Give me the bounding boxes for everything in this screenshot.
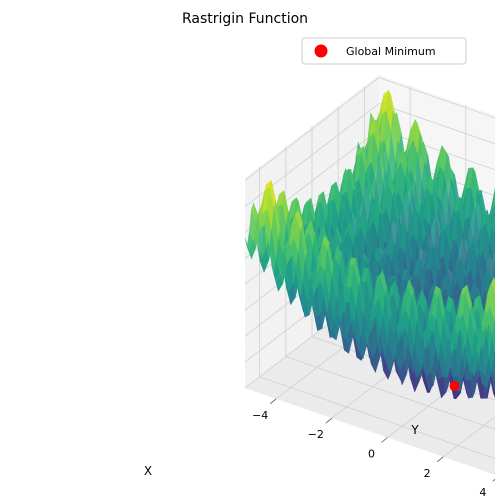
grid-line-y	[259, 376, 495, 459]
surface-cell	[431, 324, 439, 357]
surface-cell	[316, 270, 323, 287]
grid-line-z	[244, 77, 380, 181]
grid-line-z	[378, 103, 495, 145]
x-tick-mark	[492, 478, 495, 482]
surface-cell	[470, 243, 478, 286]
surface-cell	[457, 259, 465, 298]
grid-line-y	[285, 356, 495, 430]
surface-cell	[347, 293, 355, 324]
surface-cell	[358, 152, 366, 200]
surface-cell	[289, 244, 297, 268]
surface-cell	[386, 90, 394, 131]
legend-marker-global-minimum	[314, 44, 328, 58]
surface-cell	[443, 230, 451, 279]
surface-cell	[346, 169, 354, 212]
surface-cell	[412, 119, 420, 154]
surface-cell	[400, 314, 408, 335]
x-tick-mark	[269, 398, 277, 405]
grid-line-z	[378, 77, 495, 119]
surface-cell	[398, 162, 406, 206]
surface-cell	[439, 145, 447, 173]
legend: Global Minimum	[301, 37, 467, 65]
grid-line-x	[442, 416, 495, 458]
surface-cell	[424, 188, 432, 225]
legend-label-global-minimum: Global Minimum	[346, 45, 436, 58]
x-tick-label: −4	[252, 409, 268, 422]
x-tick-label: 4	[479, 486, 486, 499]
surface-cell	[262, 215, 270, 245]
surface-cell	[412, 207, 420, 242]
global-minimum-point	[449, 381, 460, 391]
surface-plot	[244, 89, 495, 400]
x-tick-label: 0	[368, 448, 375, 461]
x-tick-mark	[436, 456, 444, 463]
chart-title: Rastrigin Function	[182, 11, 308, 27]
surface-cell	[482, 223, 490, 270]
x-axis-label: X	[144, 464, 152, 478]
grid-line-z	[378, 129, 495, 171]
surface-cell	[488, 188, 495, 230]
surface-cell	[371, 133, 379, 183]
surface-cell	[385, 182, 393, 223]
surface-cell	[373, 305, 381, 332]
surface-cell	[470, 167, 478, 210]
x-tick-mark	[325, 417, 333, 424]
y-axis-label: Y	[410, 423, 419, 437]
global-minimum-marker	[449, 381, 460, 391]
surface-cell	[458, 320, 466, 348]
legend-frame	[301, 37, 467, 65]
x-tick-label: −2	[308, 428, 324, 441]
surface-cell	[485, 312, 493, 335]
x-tick-mark	[381, 437, 388, 443]
surface-cell	[373, 198, 380, 234]
surface-cell	[399, 223, 407, 254]
surface-cell	[456, 211, 463, 262]
x-tick-label: 2	[424, 467, 431, 480]
